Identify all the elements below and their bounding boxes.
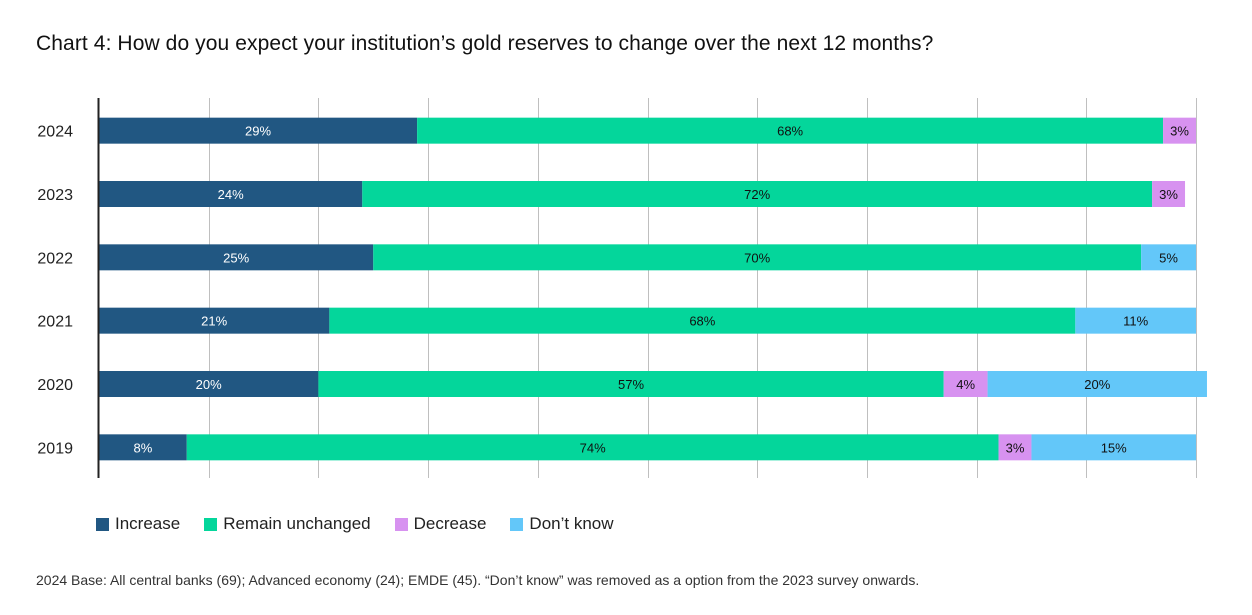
bar-segment-increase [99,244,374,271]
legend-item-dont-know: Don’t know [510,514,614,534]
y-tick-label: 2019 [37,440,73,457]
data-label: 72% [744,187,770,202]
legend-label-increase: Increase [115,514,181,533]
legend-swatch-increase [96,517,109,531]
data-label: 21% [201,314,227,329]
data-label: 8% [133,440,152,455]
y-tick-label: 2022 [37,250,73,267]
bar-segment-decrease [1152,181,1186,207]
data-label: 57% [618,377,644,392]
data-label: 74% [580,440,606,455]
data-label: 29% [245,124,271,139]
bar-segment-increase [99,307,330,334]
chart-legend: Increase Remain unchanged Decrease Don’t… [96,514,638,534]
data-label: 70% [744,250,770,265]
legend-swatch-remain-unchanged [204,517,218,531]
legend-item-remain-unchanged: Remain unchanged [204,514,371,534]
chart-title: Chart 4: How do you expect your institut… [36,32,934,55]
bar-segment-remain [373,244,1142,271]
data-label: 20% [196,377,222,392]
legend-swatch-dont-know [510,517,524,531]
bar-segment-remain [417,117,1164,144]
bar-segment-remain [318,371,944,397]
data-label: 68% [689,314,715,329]
bar-segment-decrease [943,371,988,397]
bar-segment-increase [99,117,418,144]
data-label: 20% [1084,377,1110,392]
bar-segment-increase [99,181,363,207]
bar-segment-dontknow [1141,244,1196,271]
bar-segment-decrease [1163,117,1196,144]
legend-swatch-decrease [394,517,408,531]
y-tick-label: 2020 [37,377,73,394]
bar-segment-dontknow [1075,307,1196,334]
bar-segment-decrease [998,434,1032,461]
legend-item-increase: Increase [96,514,180,534]
y-tick-label: 2024 [37,124,73,141]
data-label: 3% [1159,187,1178,202]
bar-segment-remain [362,181,1153,207]
data-label: 11% [1123,314,1148,329]
legend-label-dont-know: Don’t know [529,514,614,533]
legend-label-remain-unchanged: Remain unchanged [223,514,371,533]
bar-segment-increase [99,434,187,461]
bar-segment-dontknow [1031,434,1196,461]
data-label: 3% [1006,440,1025,455]
bar-segment-remain [329,307,1076,334]
legend-item-decrease: Decrease [394,514,487,534]
bar-segment-remain [186,434,999,461]
data-label: 68% [777,124,803,139]
data-label: 4% [956,377,975,392]
data-label: 5% [1159,250,1178,265]
bar-segment-increase [99,371,319,397]
data-label: 15% [1101,440,1127,455]
chart-footnote: 2024 Base: All central banks (69); Advan… [36,572,920,588]
data-label: 25% [223,250,249,265]
y-tick-label: 2021 [37,314,73,331]
data-label: 24% [218,187,244,202]
legend-label-decrease: Decrease [413,514,487,533]
stacked-bar-chart: 2024 29% 68% 3% 2023 24% 72% 3% 2022 25% 70% 5% 2021… [37,98,1207,478]
data-label: 3% [1170,124,1189,139]
y-tick-label: 2023 [37,187,73,204]
bar-segment-dontknow [987,371,1207,397]
